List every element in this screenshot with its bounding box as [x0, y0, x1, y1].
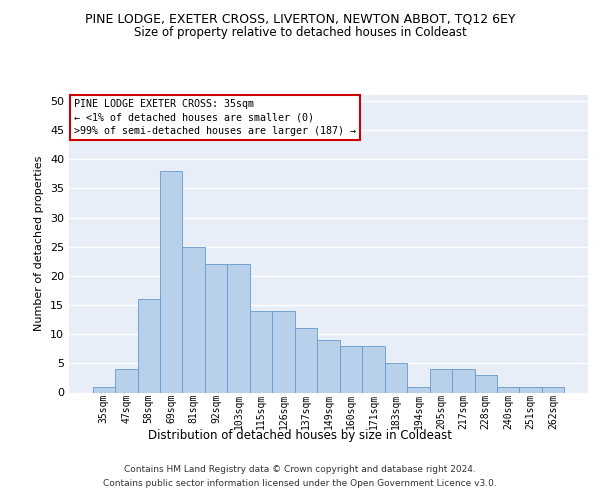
Bar: [385, 364, 407, 392]
Bar: [430, 369, 452, 392]
Bar: [497, 386, 520, 392]
Bar: [115, 369, 137, 392]
Text: PINE LODGE EXETER CROSS: 35sqm
← <1% of detached houses are smaller (0)
>99% of : PINE LODGE EXETER CROSS: 35sqm ← <1% of …: [74, 100, 356, 136]
Text: Contains HM Land Registry data © Crown copyright and database right 2024.
Contai: Contains HM Land Registry data © Crown c…: [103, 466, 497, 487]
Bar: [317, 340, 340, 392]
Bar: [227, 264, 250, 392]
Bar: [250, 311, 272, 392]
Bar: [407, 386, 430, 392]
Text: Size of property relative to detached houses in Coldeast: Size of property relative to detached ho…: [134, 26, 466, 39]
Bar: [452, 369, 475, 392]
Bar: [272, 311, 295, 392]
Bar: [295, 328, 317, 392]
Y-axis label: Number of detached properties: Number of detached properties: [34, 156, 44, 332]
Bar: [137, 299, 160, 392]
Bar: [362, 346, 385, 393]
Bar: [205, 264, 227, 392]
Bar: [520, 386, 542, 392]
Bar: [182, 246, 205, 392]
Bar: [542, 386, 565, 392]
Text: Distribution of detached houses by size in Coldeast: Distribution of detached houses by size …: [148, 428, 452, 442]
Bar: [475, 375, 497, 392]
Bar: [340, 346, 362, 393]
Bar: [92, 386, 115, 392]
Text: PINE LODGE, EXETER CROSS, LIVERTON, NEWTON ABBOT, TQ12 6EY: PINE LODGE, EXETER CROSS, LIVERTON, NEWT…: [85, 12, 515, 26]
Bar: [160, 171, 182, 392]
